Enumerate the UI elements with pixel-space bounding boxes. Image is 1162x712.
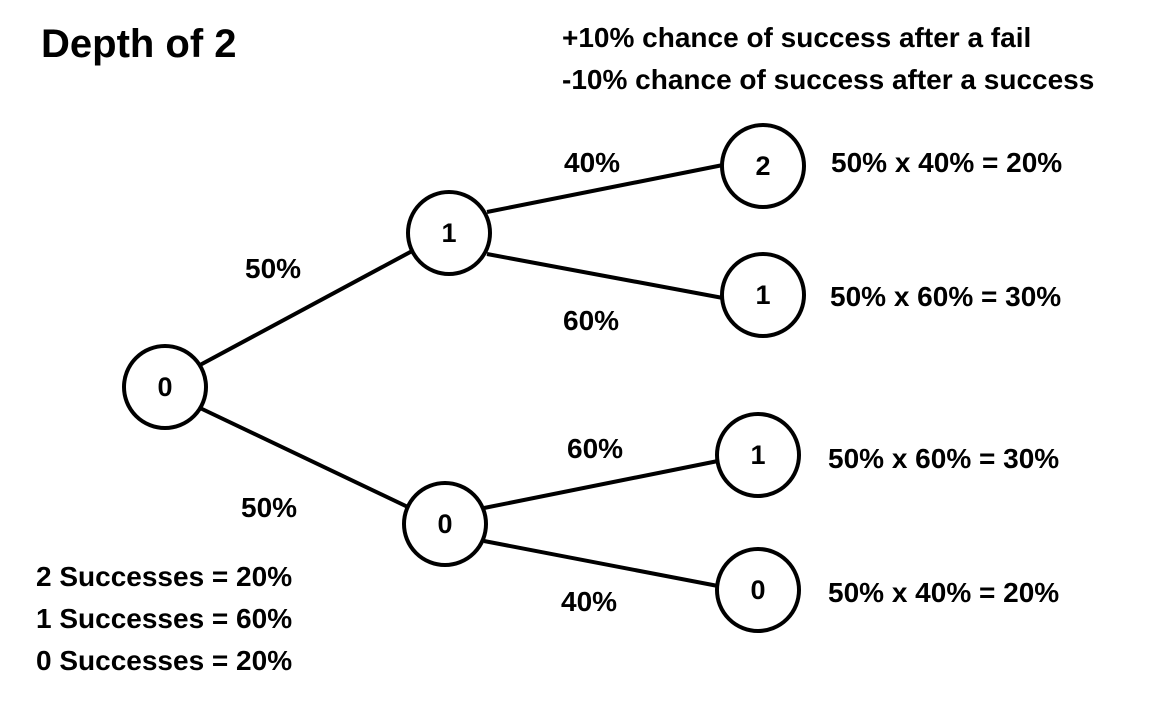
rule-fail-bonus: +10% chance of success after a fail	[562, 22, 1032, 53]
node-l2-3	[715, 412, 801, 498]
edge-l1-bottom-to-l2-3	[483, 459, 719, 510]
edge-label-l1-top-to-l2-1: 40%	[564, 147, 621, 178]
summary-zero-successes: 0 Successes = 20%	[36, 645, 293, 676]
node-l2-1-label: 2	[755, 151, 770, 181]
edge-label-root-to-l1-bottom: 50%	[241, 492, 298, 523]
edge-l1-top-to-l2-1	[486, 163, 724, 214]
outcome-label-4: 50% x 40% = 20%	[828, 577, 1060, 608]
node-root	[122, 344, 208, 430]
node-l1-bottom-label: 0	[437, 509, 452, 539]
diagram-title: Depth of 2	[41, 22, 237, 66]
node-root-label: 0	[157, 372, 172, 402]
outcome-label-3: 50% x 60% = 30%	[828, 443, 1060, 474]
node-l2-1	[720, 123, 806, 209]
node-l2-3-label: 1	[750, 440, 765, 470]
edge-label-l1-bottom-to-l2-3: 60%	[567, 433, 624, 464]
rule-success-penalty: -10% chance of success after a success	[562, 64, 1095, 95]
outcome-label-1: 50% x 40% = 20%	[831, 147, 1063, 178]
edge-label-root-to-l1-top: 50%	[245, 253, 302, 284]
summary-one-success: 1 Successes = 60%	[36, 603, 293, 634]
summary-two-successes: 2 Successes = 20%	[36, 561, 293, 592]
node-l2-4	[715, 547, 801, 633]
edge-l1-bottom-to-l2-4	[483, 539, 719, 588]
edge-label-l1-bottom-to-l2-4: 40%	[561, 586, 618, 617]
node-l1-top-label: 1	[441, 218, 456, 248]
outcome-label-2: 50% x 60% = 30%	[830, 281, 1062, 312]
node-l1-bottom	[402, 481, 488, 567]
edge-label-l1-top-to-l2-2: 60%	[563, 305, 620, 336]
node-l2-4-label: 0	[750, 575, 765, 605]
edge-root-to-l1-top	[199, 248, 415, 367]
edge-l1-top-to-l2-2	[486, 252, 724, 300]
node-l2-2-label: 1	[755, 280, 770, 310]
node-l1-top	[406, 190, 492, 276]
edge-root-to-l1-bottom	[199, 406, 411, 510]
node-l2-2	[720, 252, 806, 338]
